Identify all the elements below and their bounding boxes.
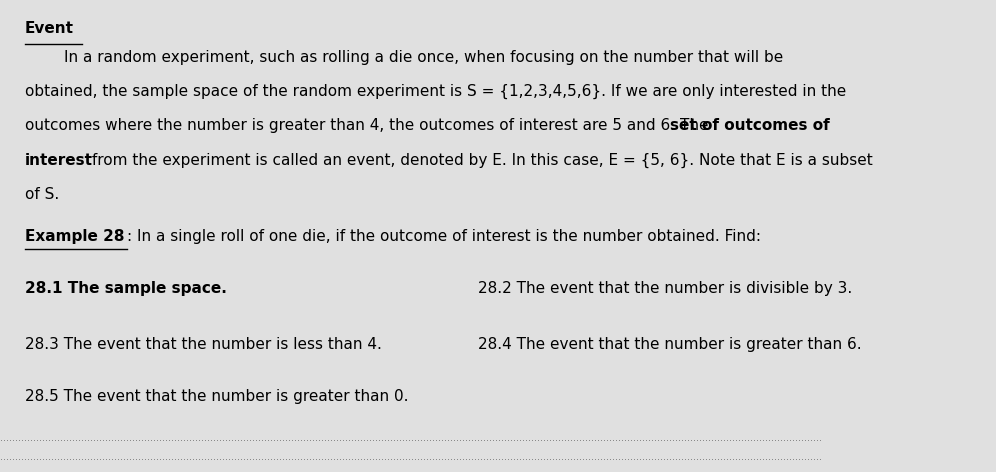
Text: interest: interest [25, 153, 93, 168]
Text: 28.3 The event that the number is less than 4.: 28.3 The event that the number is less t… [25, 337, 381, 353]
Text: of S.: of S. [25, 187, 59, 202]
Text: from the experiment is called an event, denoted by E. In this case, E = {5, 6}. : from the experiment is called an event, … [87, 153, 872, 168]
Text: 28.5 The event that the number is greater than 0.: 28.5 The event that the number is greate… [25, 389, 408, 405]
Text: set of outcomes of: set of outcomes of [670, 118, 830, 134]
Text: Example 28: Example 28 [25, 229, 125, 244]
Text: ................................................................................: ........................................… [0, 470, 822, 472]
Text: outcomes where the number is greater than 4, the outcomes of interest are 5 and : outcomes where the number is greater tha… [25, 118, 713, 134]
Text: obtained, the sample space of the random experiment is S = {1,2,3,4,5,6}. If we : obtained, the sample space of the random… [25, 84, 847, 99]
Text: In a random experiment, such as rolling a die once, when focusing on the number : In a random experiment, such as rolling … [25, 50, 783, 65]
Text: 28.2 The event that the number is divisible by 3.: 28.2 The event that the number is divisi… [478, 281, 853, 296]
Text: : In a single roll of one die, if the outcome of interest is the number obtained: : In a single roll of one die, if the ou… [127, 229, 762, 244]
Text: 28.1 The sample space.: 28.1 The sample space. [25, 281, 227, 296]
Text: Event: Event [25, 21, 74, 36]
Text: 28.4 The event that the number is greater than 6.: 28.4 The event that the number is greate… [478, 337, 862, 353]
Text: ................................................................................: ........................................… [0, 433, 822, 443]
Text: ................................................................................: ........................................… [0, 452, 822, 462]
